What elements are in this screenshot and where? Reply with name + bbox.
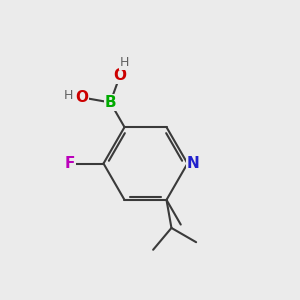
Text: H: H — [120, 56, 129, 70]
Text: O: O — [76, 90, 89, 105]
Text: N: N — [187, 156, 199, 171]
Text: F: F — [64, 156, 75, 171]
Text: O: O — [113, 68, 127, 83]
Text: B: B — [104, 95, 116, 110]
Text: H: H — [64, 89, 74, 102]
